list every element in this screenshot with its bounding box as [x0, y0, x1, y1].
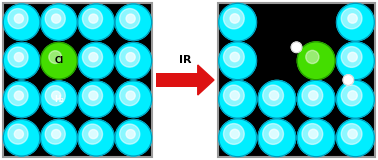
- Circle shape: [219, 42, 257, 80]
- Circle shape: [89, 91, 98, 100]
- Circle shape: [343, 75, 353, 85]
- Circle shape: [14, 91, 23, 100]
- Circle shape: [115, 4, 152, 40]
- Circle shape: [51, 130, 61, 139]
- Circle shape: [14, 14, 23, 23]
- Circle shape: [219, 3, 257, 41]
- Circle shape: [8, 124, 28, 144]
- Circle shape: [82, 124, 102, 144]
- Bar: [3, 3, 152, 157]
- Circle shape: [126, 130, 135, 139]
- Circle shape: [40, 81, 77, 117]
- Circle shape: [82, 47, 102, 67]
- Circle shape: [230, 52, 240, 62]
- Circle shape: [297, 80, 335, 118]
- Circle shape: [348, 14, 357, 23]
- Circle shape: [40, 120, 77, 156]
- Circle shape: [89, 52, 98, 62]
- Circle shape: [51, 91, 61, 100]
- Circle shape: [230, 91, 240, 100]
- Circle shape: [270, 91, 279, 100]
- Circle shape: [258, 119, 296, 157]
- Circle shape: [126, 91, 135, 100]
- Circle shape: [306, 50, 319, 64]
- Circle shape: [348, 52, 357, 62]
- Circle shape: [8, 86, 28, 106]
- Circle shape: [8, 9, 28, 29]
- Circle shape: [270, 129, 279, 139]
- Circle shape: [115, 81, 152, 117]
- Circle shape: [219, 80, 257, 118]
- Circle shape: [341, 85, 362, 106]
- Circle shape: [51, 14, 61, 23]
- Circle shape: [78, 120, 115, 156]
- Circle shape: [40, 4, 77, 40]
- Circle shape: [14, 130, 23, 139]
- Circle shape: [3, 81, 40, 117]
- Circle shape: [230, 129, 240, 139]
- Bar: [156, 73, 198, 87]
- Circle shape: [14, 52, 23, 62]
- Circle shape: [341, 124, 362, 144]
- Circle shape: [263, 124, 284, 144]
- Circle shape: [302, 124, 323, 144]
- Circle shape: [89, 130, 98, 139]
- Circle shape: [223, 124, 244, 144]
- Circle shape: [126, 14, 135, 23]
- Circle shape: [219, 119, 257, 157]
- Circle shape: [45, 86, 65, 106]
- Circle shape: [78, 81, 115, 117]
- Circle shape: [336, 3, 374, 41]
- Circle shape: [258, 80, 296, 118]
- Circle shape: [230, 14, 240, 23]
- Circle shape: [3, 4, 40, 40]
- Circle shape: [223, 8, 244, 29]
- Circle shape: [297, 42, 335, 80]
- Circle shape: [302, 85, 323, 106]
- Circle shape: [45, 9, 65, 29]
- Circle shape: [8, 47, 28, 67]
- Circle shape: [45, 124, 65, 144]
- Circle shape: [115, 120, 152, 156]
- Text: IR: IR: [179, 55, 191, 65]
- Circle shape: [223, 85, 244, 106]
- Circle shape: [348, 129, 357, 139]
- Circle shape: [49, 51, 62, 64]
- Circle shape: [82, 86, 102, 106]
- Circle shape: [297, 119, 335, 157]
- Circle shape: [115, 43, 152, 79]
- Polygon shape: [198, 65, 214, 95]
- Circle shape: [3, 120, 40, 156]
- Circle shape: [120, 47, 140, 67]
- Circle shape: [336, 119, 374, 157]
- Circle shape: [291, 42, 302, 52]
- Circle shape: [263, 85, 284, 106]
- Circle shape: [336, 42, 374, 80]
- Circle shape: [3, 43, 40, 79]
- Circle shape: [120, 9, 140, 29]
- Circle shape: [223, 47, 244, 67]
- Circle shape: [78, 43, 115, 79]
- Circle shape: [120, 124, 140, 144]
- Text: Cl: Cl: [54, 56, 64, 65]
- Circle shape: [120, 86, 140, 106]
- Bar: [218, 3, 375, 157]
- Circle shape: [40, 43, 77, 79]
- Text: H₂: H₂: [54, 95, 64, 104]
- Circle shape: [78, 4, 115, 40]
- Circle shape: [348, 91, 357, 100]
- Circle shape: [308, 129, 318, 139]
- Circle shape: [82, 9, 102, 29]
- Circle shape: [89, 14, 98, 23]
- Circle shape: [126, 52, 135, 62]
- Circle shape: [341, 8, 362, 29]
- Circle shape: [341, 47, 362, 67]
- Circle shape: [308, 91, 318, 100]
- Circle shape: [336, 80, 374, 118]
